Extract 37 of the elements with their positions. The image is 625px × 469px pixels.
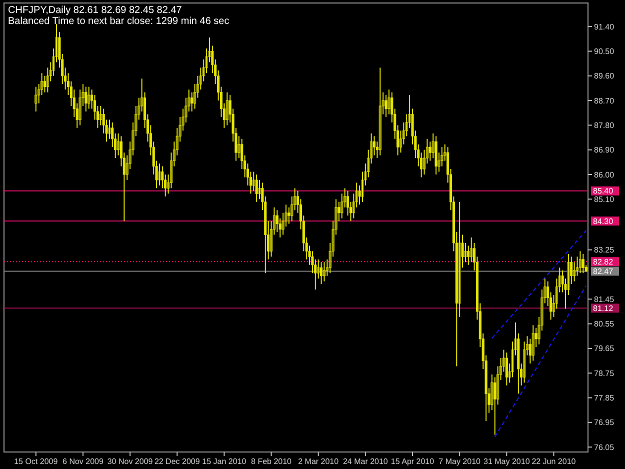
- y-tick-label: 91.40: [594, 22, 615, 32]
- y-tick-label: 81.45: [594, 294, 615, 304]
- x-tick-label: 15 Apr 2010: [390, 457, 435, 466]
- x-tick-label: 6 Nov 2009: [62, 457, 104, 466]
- line-series: [491, 230, 587, 339]
- x-tick-label: 24 Mar 2010: [342, 457, 388, 466]
- y-tick-label: 76.05: [594, 442, 615, 452]
- y-tick-label: 89.60: [594, 72, 615, 81]
- ref-line-label: 81.12: [593, 304, 614, 313]
- y-tick-label: 87.80: [594, 120, 615, 130]
- y-tick-label: 86.90: [594, 146, 615, 155]
- ref-line-label: 85.40: [593, 186, 614, 196]
- ref-line-label: 84.30: [593, 216, 614, 226]
- y-tick-label: 83.25: [594, 246, 615, 255]
- x-tick-label: 8 Feb 2010: [251, 457, 292, 466]
- ref-line-label: 82.47: [593, 266, 614, 276]
- y-tick-label: 88.70: [594, 96, 615, 106]
- y-tick-label: 80.55: [594, 320, 615, 329]
- x-tick-label: 15 Jan 2010: [202, 457, 247, 466]
- x-tick-label: 2 Mar 2010: [298, 457, 340, 466]
- x-tick-label: 7 May 2010: [438, 457, 482, 466]
- y-tick-label: 90.50: [594, 47, 615, 56]
- line-series: [494, 285, 587, 438]
- text: Balanced Time to next bar close: 1299 min 46 sec: [8, 16, 230, 27]
- ref-line-label: 82.82: [593, 257, 614, 266]
- x-tick-label: 15 Oct 2009: [14, 457, 58, 466]
- x-tick-label: 22 Jun 2010: [532, 457, 576, 466]
- y-tick-label: 79.65: [594, 344, 615, 354]
- y-tick-label: 77.85: [594, 394, 615, 403]
- y-tick-label: 76.95: [594, 418, 615, 428]
- x-tick-label: 22 Dec 2009: [154, 457, 200, 466]
- x-tick-label: 30 Nov 2009: [107, 457, 154, 466]
- x-tick-label: 31 May 2010: [484, 457, 530, 466]
- chart-title: CHFJPY,Daily 82.61 82.69 82.45 82.47: [8, 5, 182, 16]
- y-tick-label: 78.75: [594, 368, 615, 378]
- y-tick-label: 86.00: [594, 170, 615, 180]
- y-tick-label: 85.10: [594, 194, 615, 204]
